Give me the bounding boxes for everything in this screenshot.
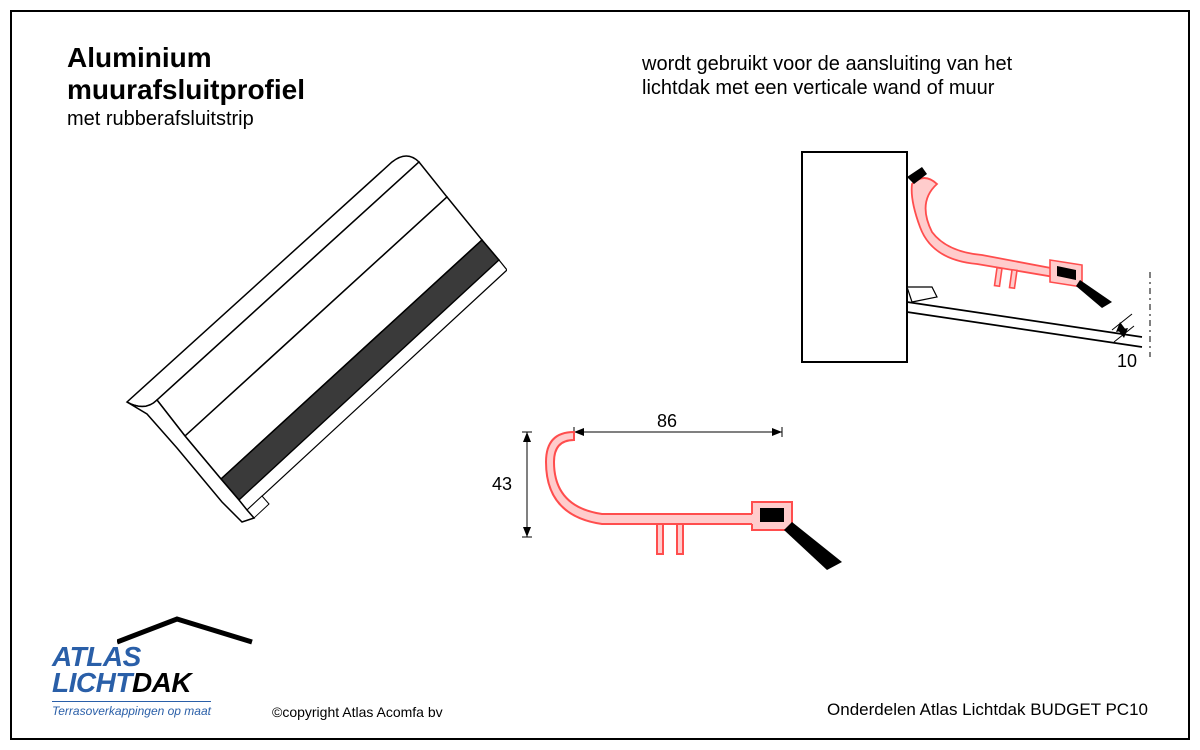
footer-label: Onderdelen Atlas Lichtdak BUDGET PC10 [827,700,1148,720]
diagram-frame: Aluminium muurafsluitprofiel met rubbera… [10,10,1190,740]
cross-section-view: 43 86 [482,412,862,612]
desc-line2: lichtdak met een verticale wand of muur [642,77,994,99]
install-view: 10 [772,142,1172,402]
dim-panel-thickness: 10 [1117,351,1137,371]
logo-word2a: LICHT [52,667,132,698]
logo-word2: LICHTDAK [52,667,211,699]
dim-width: 86 [657,412,677,431]
title-line2: muurafsluitprofiel [67,74,305,106]
desc-line1: wordt gebruikt voor de aansluiting van h… [642,53,1012,75]
description: wordt gebruikt voor de aansluiting van h… [642,52,1162,100]
dim-height: 43 [492,474,512,494]
isometric-view [67,152,507,552]
logo-block: ATLAS LICHTDAK Terrasoverkappingen op ma… [52,641,211,718]
logo-word2b: DAK [132,667,191,698]
copyright-text: ©copyright Atlas Acomfa bv [272,704,443,720]
title-block: Aluminium muurafsluitprofiel met rubbera… [67,42,305,131]
logo-tagline: Terrasoverkappingen op maat [52,701,211,718]
title-subtitle: met rubberafsluitstrip [67,108,305,131]
title-line1: Aluminium [67,42,305,74]
